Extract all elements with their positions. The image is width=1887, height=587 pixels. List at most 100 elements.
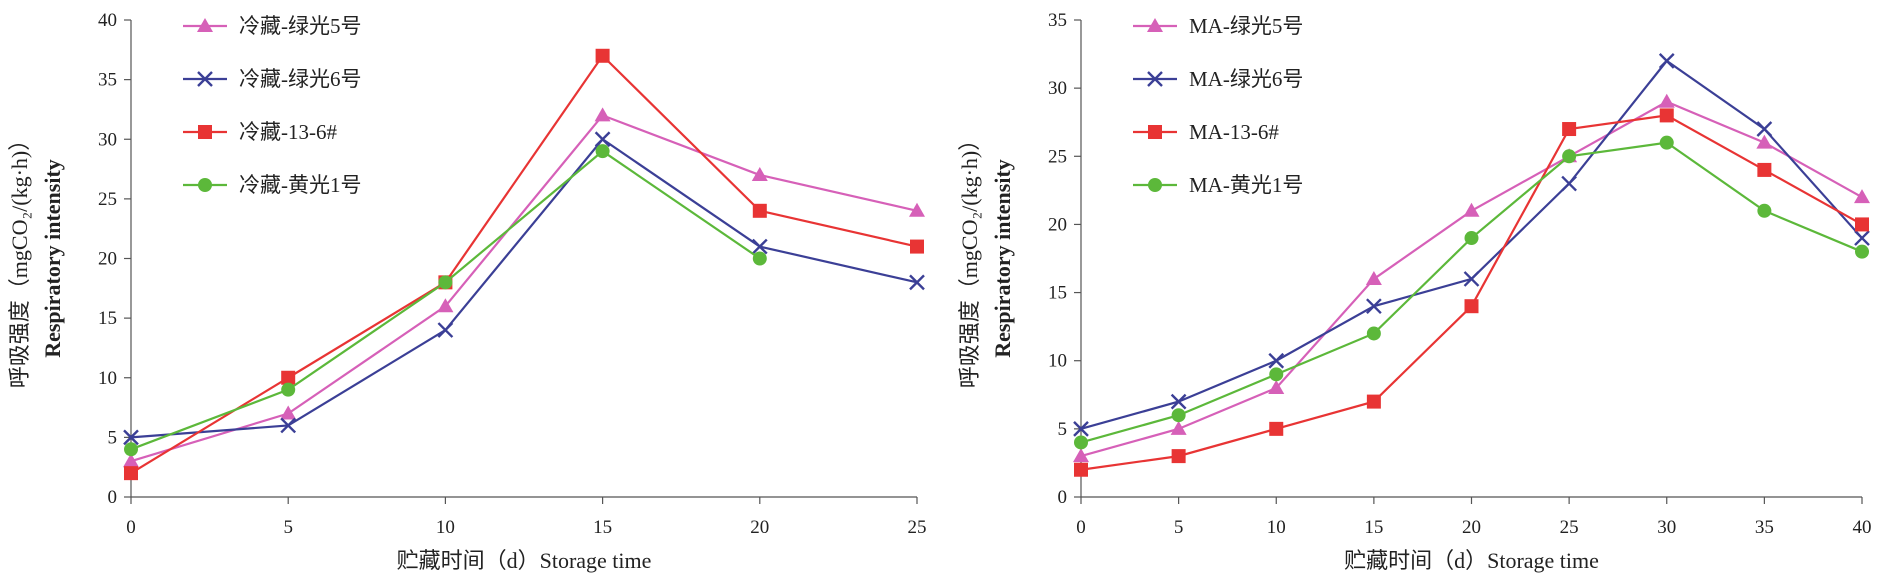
marker-x-stroke — [1366, 298, 1382, 315]
y-tick-label: 20 — [1048, 214, 1067, 235]
marker-x-stroke — [751, 238, 768, 255]
x-tick-label: 10 — [436, 517, 455, 538]
y-axis-title-cn: 呼吸强度（mgCO₂/(kg·h)） — [957, 129, 982, 388]
data-point — [1464, 231, 1479, 246]
x-tick-label: 0 — [1076, 517, 1086, 538]
legend-label: 冷藏-绿光5号 — [239, 14, 362, 38]
legend-marker — [197, 18, 213, 32]
series-line — [130, 54, 918, 475]
x-tick-label: 10 — [1267, 517, 1286, 538]
data-point — [1562, 122, 1577, 137]
legend-label: MA-13-6# — [1189, 120, 1279, 144]
y-tick-label: 20 — [98, 249, 117, 270]
data-point — [1171, 408, 1186, 423]
x-tick-label: 15 — [1364, 517, 1383, 538]
legend-marker — [1147, 18, 1163, 32]
data-point — [1757, 203, 1772, 218]
series-3 — [1074, 108, 1869, 477]
y-tick-label: 30 — [1048, 78, 1067, 99]
data-point — [124, 442, 138, 457]
data-point — [438, 275, 453, 290]
data-point — [1074, 435, 1088, 450]
legend-label: 冷藏-绿光6号 — [239, 67, 362, 91]
data-point — [1561, 175, 1577, 192]
marker-x-stroke — [1658, 53, 1675, 69]
y-tick-label: 10 — [98, 368, 117, 389]
x-axis-title: 贮藏时间（d）Storage time — [397, 548, 652, 573]
y-tick-label: 35 — [98, 70, 117, 91]
marker-x-stroke — [280, 417, 297, 434]
y-tick-label: 0 — [1058, 487, 1068, 508]
data-point — [1854, 230, 1870, 246]
x-axis-title: 贮藏时间（d）Storage time — [1344, 548, 1599, 573]
data-point — [1269, 367, 1284, 382]
x-tick-label: 25 — [1560, 517, 1579, 538]
data-point — [1757, 162, 1772, 177]
data-point — [280, 417, 297, 434]
marker-x-stroke — [1854, 230, 1870, 246]
y-tick-label: 15 — [1048, 283, 1067, 304]
data-point — [124, 466, 138, 481]
series-2 — [123, 131, 925, 446]
data-point — [595, 144, 610, 159]
data-point — [595, 48, 610, 63]
x-tick-label: 20 — [1462, 517, 1481, 538]
marker-x-stroke — [1268, 352, 1285, 369]
data-point — [910, 239, 924, 254]
marker-x-stroke — [123, 429, 139, 446]
legend-label: 冷藏-黄光1号 — [239, 173, 362, 197]
y-tick-label: 40 — [98, 10, 117, 31]
x-tick-label: 5 — [283, 517, 293, 538]
series-1 — [123, 107, 925, 468]
data-point — [1855, 244, 1869, 259]
series-2 — [1073, 53, 1870, 437]
data-point — [1269, 421, 1284, 436]
series-line — [1080, 114, 1863, 471]
data-point — [281, 370, 296, 385]
data-point — [1463, 202, 1480, 217]
x-tick-label: 25 — [908, 517, 927, 538]
legend-label: 冷藏-13-6# — [239, 120, 337, 144]
x-tick-label: 20 — [750, 517, 769, 538]
legend-marker — [1148, 178, 1162, 192]
marker-x-stroke — [1463, 271, 1480, 287]
y-tick-label: 25 — [98, 189, 117, 210]
series-4 — [1074, 135, 1869, 450]
data-point — [437, 298, 454, 313]
data-point — [1170, 420, 1187, 435]
data-point — [751, 167, 768, 182]
x-tick-label: 40 — [1853, 517, 1872, 538]
data-point — [1756, 121, 1773, 137]
legend-item: 冷藏-黄光1号 — [183, 173, 362, 197]
data-point — [1073, 448, 1089, 463]
marker-x-stroke — [437, 322, 454, 338]
data-point — [594, 131, 611, 148]
legend-label: MA-绿光6号 — [1189, 67, 1303, 91]
data-point — [1659, 108, 1674, 123]
data-point — [1855, 217, 1869, 232]
marker-x-stroke — [1147, 71, 1163, 87]
data-point — [1366, 326, 1381, 341]
legend-item: MA-绿光5号 — [1133, 14, 1303, 38]
y-tick-label: 5 — [1058, 419, 1068, 440]
data-point — [1170, 393, 1187, 410]
data-point — [909, 274, 925, 291]
data-point — [1366, 394, 1381, 409]
data-point — [752, 251, 767, 266]
data-point — [1464, 299, 1479, 314]
legend-item: 冷藏-13-6# — [183, 120, 337, 144]
y-tick-label: 5 — [108, 427, 118, 448]
x-tick-label: 15 — [593, 517, 612, 538]
series-line — [130, 137, 918, 439]
legend-item: MA-13-6# — [1133, 120, 1279, 144]
legend-label: MA-绿光5号 — [1189, 14, 1303, 38]
marker-x-stroke — [594, 131, 611, 148]
data-point — [1366, 298, 1382, 315]
data-point — [1074, 462, 1088, 477]
legend-marker — [1147, 71, 1163, 87]
legend-item: 冷藏-绿光5号 — [183, 14, 362, 38]
legend-item: MA-绿光6号 — [1133, 67, 1303, 91]
series-4 — [124, 144, 767, 457]
legend-marker — [198, 178, 212, 192]
